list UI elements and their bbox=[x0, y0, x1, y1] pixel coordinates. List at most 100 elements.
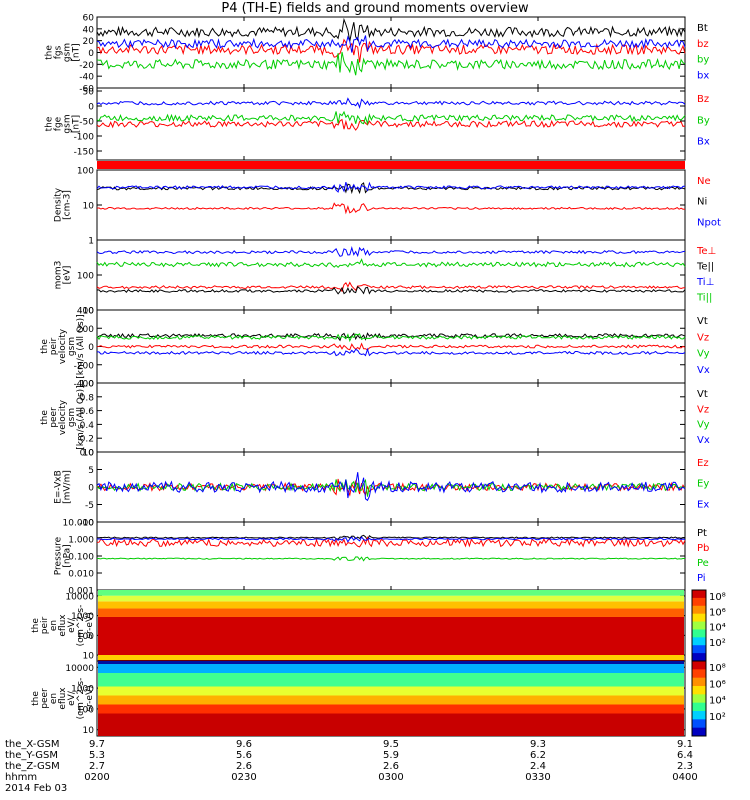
ytick-label-fge-gsm-3: -100 bbox=[74, 133, 95, 143]
legend-pressure-1: Pb bbox=[697, 543, 709, 554]
colorbar-label-peer-en-eflux-3: 10² bbox=[709, 712, 726, 723]
panel-pressure bbox=[96, 521, 686, 591]
heatmap-band bbox=[98, 601, 684, 609]
ylabel-fgs-gsm-0: the bbox=[45, 45, 55, 60]
series-line-pressure-2 bbox=[96, 556, 685, 562]
flag-strip bbox=[97, 161, 685, 169]
colorbar-cell bbox=[692, 597, 706, 607]
ylabel-fgs-gsm-1: fgs bbox=[54, 45, 64, 59]
ytick-label-peir-velocity-3: -200 bbox=[74, 361, 95, 371]
ylabel-peer-en-eflux-4: eV/ bbox=[67, 690, 77, 706]
ytick-label-peir-velocity-2: 0 bbox=[88, 343, 94, 353]
ytick-label-density-0: 100 bbox=[77, 167, 94, 177]
panel-fgs-gsm bbox=[96, 16, 686, 89]
ylabel-efield-0: E=-VxB bbox=[54, 470, 64, 504]
xaxis-value-3-2: 0300 bbox=[378, 772, 403, 783]
ylabel-peir-velocity-4: [km/s (All Qs)] bbox=[76, 314, 86, 378]
ytick-label-peer-en-eflux-2: 100 bbox=[77, 705, 94, 715]
ytick-label-peer-velocity-2: 0.6 bbox=[80, 407, 95, 417]
xaxis-value-3-4: 0400 bbox=[672, 772, 697, 783]
ytick-label-peir-velocity-4: -400 bbox=[74, 380, 95, 390]
series-line-efield-2 bbox=[96, 472, 686, 502]
legend-efield-1: Ey bbox=[697, 479, 709, 490]
xaxis-value-3-3: 0330 bbox=[525, 772, 550, 783]
legend-density-2: Npot bbox=[697, 217, 721, 228]
series-line-density-2 bbox=[96, 181, 686, 193]
ytick-label-temperature-1: 10 bbox=[83, 307, 95, 317]
xaxis-value-2-1: 2.6 bbox=[236, 761, 252, 772]
legend-fgs-gsm-1: bz bbox=[697, 39, 709, 50]
colorbar-cell bbox=[692, 686, 706, 695]
ytick-label-peir-en-eflux-3: 10 bbox=[83, 652, 95, 662]
ylabel-temperature-0: mom3 bbox=[54, 261, 64, 290]
ylabel-fgs-gsm-3: [nT] bbox=[72, 43, 82, 61]
ylabel-efield-1: [mV/m] bbox=[63, 470, 73, 504]
series-line-fge-gsm-0 bbox=[96, 118, 686, 131]
ylabel-peir-en-eflux-4: eV/ bbox=[67, 617, 77, 633]
legend-efield-0: Ez bbox=[697, 458, 709, 469]
ytick-label-fgs-gsm-6: -60 bbox=[79, 85, 94, 95]
heatmap-band bbox=[98, 608, 684, 617]
ytick-label-peir-velocity-0: 400 bbox=[77, 307, 94, 317]
legend-fge-gsm-1: By bbox=[697, 115, 710, 126]
ytick-label-efield-1: 5 bbox=[88, 466, 94, 476]
legend-peer-velocity-0: Vt bbox=[697, 389, 708, 400]
xaxis-value-2-0: 2.7 bbox=[89, 761, 105, 772]
ytick-label-pressure-3: 0.010 bbox=[68, 570, 94, 580]
ytick-label-fgs-gsm-5: -40 bbox=[79, 73, 94, 83]
colorbar-cell bbox=[692, 727, 706, 737]
legend-efield-2: Ex bbox=[697, 499, 709, 510]
legend-peer-velocity-2: Vy bbox=[697, 420, 710, 431]
ytick-label-peir-en-eflux-0: 10000 bbox=[65, 592, 94, 602]
legend-density-1: Ni bbox=[697, 197, 707, 208]
ytick-label-peer-velocity-0: 1.0 bbox=[80, 380, 95, 390]
ylabel-fge-gsm-3: [nT] bbox=[72, 115, 82, 133]
series-line-fgs-gsm-3 bbox=[96, 35, 686, 53]
ephem-label-z: the_Z-GSM bbox=[5, 761, 60, 772]
xaxis-value-2-2: 2.6 bbox=[383, 761, 399, 772]
colorbar-label-peer-en-eflux-1: 10⁶ bbox=[709, 679, 726, 690]
ylabel-temperature-1: [eV] bbox=[63, 266, 73, 285]
colorbar-cell bbox=[692, 694, 706, 704]
ytick-label-pressure-4: 0.001 bbox=[68, 587, 94, 597]
ytick-label-fge-gsm-1: 0 bbox=[88, 103, 94, 113]
heatmap-band bbox=[98, 590, 684, 596]
ytick-label-fgs-gsm-4: -20 bbox=[79, 61, 94, 71]
ytick-label-efield-0: 10 bbox=[83, 449, 95, 459]
ytick-label-density-2: 1 bbox=[88, 237, 94, 247]
ytick-label-peer-en-eflux-0: 10000 bbox=[65, 664, 94, 674]
xaxis-value-0-4: 9.1 bbox=[677, 739, 693, 750]
panel-peir-velocity bbox=[96, 309, 686, 384]
xaxis-value-2-3: 2.4 bbox=[530, 761, 546, 772]
ytick-label-peer-en-eflux-3: 10 bbox=[83, 726, 95, 736]
colorbar-cell bbox=[692, 669, 706, 679]
ytick-label-peer-en-eflux-1: 1000 bbox=[71, 685, 94, 695]
ytick-label-peir-velocity-1: 200 bbox=[77, 325, 94, 335]
colorbar-cell bbox=[692, 661, 706, 670]
panel-temperature bbox=[96, 239, 686, 311]
panel-fge-gsm bbox=[96, 87, 686, 161]
ylabel-peir-velocity-2: velocity bbox=[58, 328, 68, 364]
heatmap-band bbox=[98, 686, 684, 696]
colorbar-cell bbox=[692, 677, 706, 687]
colorbar-cell bbox=[692, 711, 706, 720]
legend-temperature-0: Te⊥ bbox=[696, 246, 716, 257]
colorbar-cell bbox=[692, 719, 706, 729]
ylabel-peir-velocity-1: peir bbox=[49, 337, 59, 355]
series-line-temperature-1 bbox=[96, 285, 686, 295]
panel-frame bbox=[96, 521, 686, 591]
ytick-label-fgs-gsm-0: 60 bbox=[83, 14, 95, 24]
heatmap-band bbox=[98, 655, 684, 660]
ytick-label-peir-en-eflux-2: 100 bbox=[77, 632, 94, 642]
ylabel-density-1: [cm-3] bbox=[63, 190, 73, 220]
heatmap-band bbox=[98, 661, 684, 664]
series-line-density-0 bbox=[96, 202, 686, 215]
legend-pressure-3: Pi bbox=[697, 573, 706, 584]
legend-density-0: Ne bbox=[697, 176, 711, 187]
series-line-temperature-0 bbox=[96, 281, 686, 293]
colorbar-cell bbox=[692, 702, 706, 712]
legend-temperature-2: Ti⊥ bbox=[696, 277, 714, 288]
ytick-label-temperature-0: 100 bbox=[77, 272, 94, 282]
legend-peer-velocity-1: Vz bbox=[697, 404, 709, 415]
